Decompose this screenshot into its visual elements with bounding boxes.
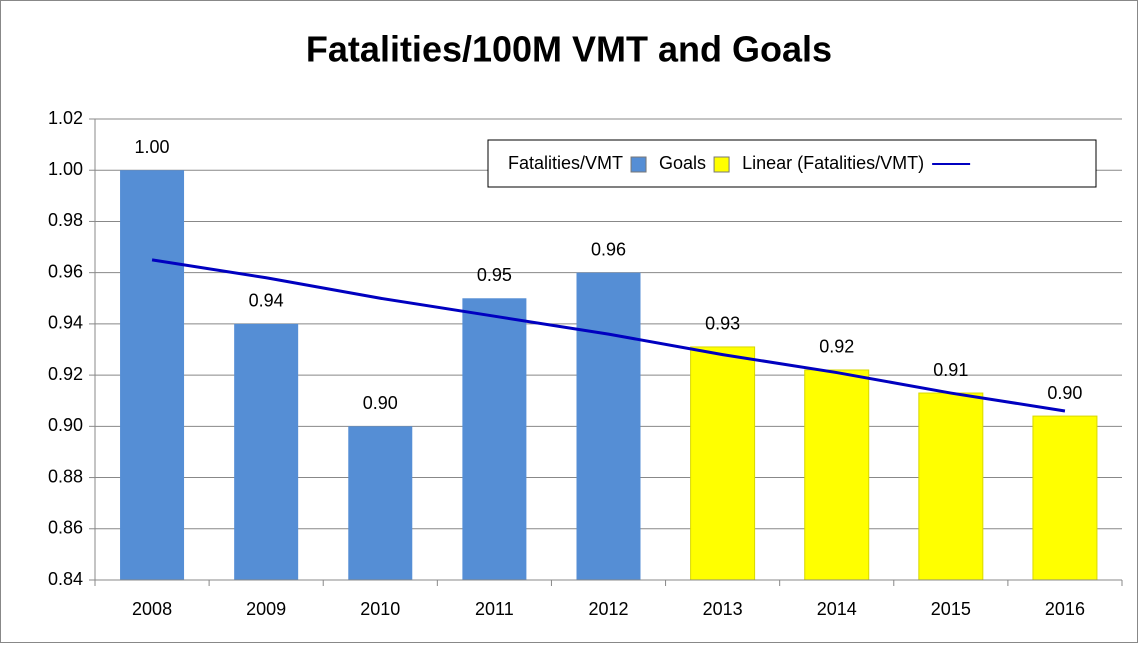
chart-title: Fatalities/100M VMT and Goals — [306, 29, 832, 70]
data-label: 0.91 — [933, 360, 968, 380]
bar — [576, 272, 641, 580]
x-tick-label: 2014 — [817, 599, 857, 619]
y-tick-label: 0.96 — [48, 261, 83, 281]
legend-box — [487, 139, 1097, 188]
y-tick-label: 0.88 — [48, 466, 83, 486]
bar — [462, 298, 527, 580]
x-tick-label: 2016 — [1045, 599, 1085, 619]
data-label: 0.96 — [591, 239, 626, 259]
bar — [1032, 415, 1098, 581]
x-tick-label: 2011 — [475, 599, 514, 619]
y-tick-label: 0.92 — [48, 364, 83, 384]
data-label: 0.93 — [705, 314, 740, 334]
y-tick-label: 0.98 — [48, 210, 83, 230]
x-tick-label: 2010 — [360, 599, 400, 619]
legend-swatch — [630, 156, 647, 173]
y-tick-label: 1.00 — [48, 159, 83, 179]
data-label: 0.90 — [363, 393, 398, 413]
trend-line — [151, 258, 1066, 413]
y-tick-label: 0.90 — [48, 415, 83, 435]
x-tick-label: 2008 — [132, 599, 172, 619]
x-tick-label: 2012 — [588, 599, 628, 619]
data-label: 0.94 — [249, 291, 284, 311]
bar — [234, 323, 299, 580]
bar — [804, 369, 870, 581]
data-label: 0.95 — [477, 265, 512, 285]
bar — [918, 392, 984, 581]
data-label: 0.90 — [1047, 383, 1082, 403]
data-label: 1.00 — [135, 137, 170, 157]
bar — [690, 346, 756, 581]
x-tick-label: 2013 — [703, 599, 743, 619]
legend-label: Fatalities/VMT — [508, 153, 623, 173]
data-label: 0.92 — [819, 337, 854, 357]
bar — [120, 170, 185, 580]
y-tick-label: 0.84 — [48, 569, 83, 589]
legend-swatch — [713, 156, 730, 173]
legend-label: Linear (Fatalities/VMT) — [742, 153, 924, 173]
y-tick-label: 1.02 — [48, 108, 83, 128]
x-tick-label: 2009 — [246, 599, 286, 619]
y-tick-label: 0.94 — [48, 313, 83, 333]
legend-label: Goals — [659, 153, 706, 173]
y-tick-label: 0.86 — [48, 518, 83, 538]
bar — [348, 426, 413, 580]
x-tick-label: 2015 — [931, 599, 971, 619]
